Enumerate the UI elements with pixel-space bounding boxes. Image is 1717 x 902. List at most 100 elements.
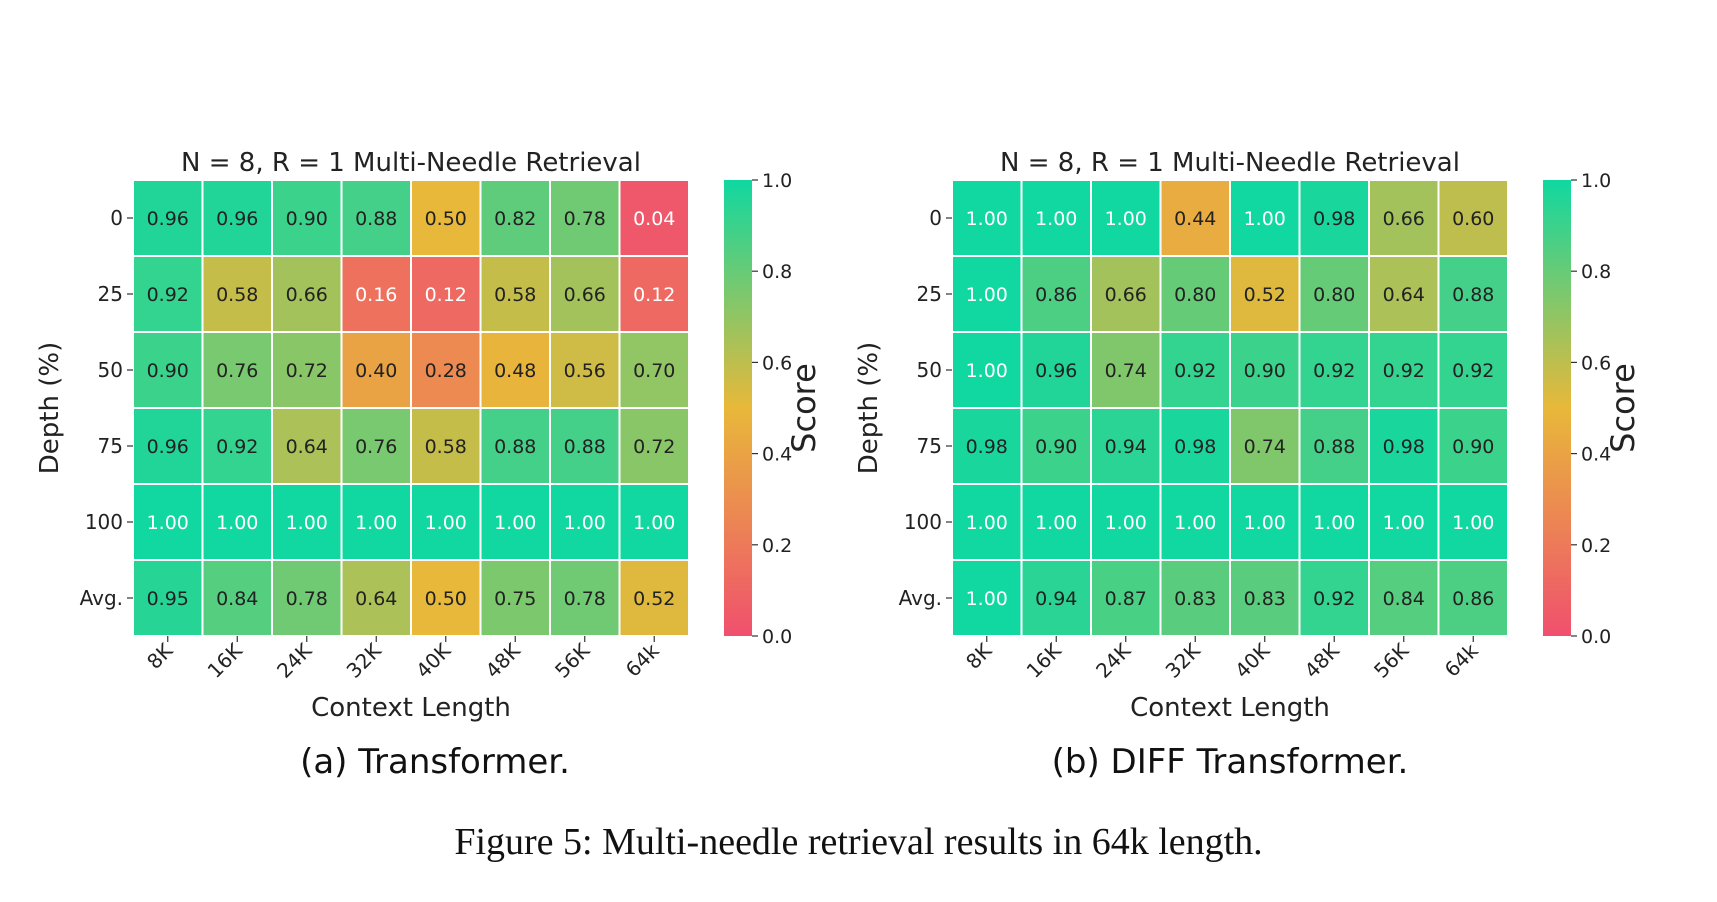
- cell-value-label: 1.00: [216, 512, 258, 534]
- heatmap-cell: [1229, 559, 1301, 637]
- cell-value-label: 0.98: [1383, 436, 1425, 458]
- heatmap-cell: [410, 483, 482, 561]
- cell-value-label: 0.96: [216, 208, 258, 230]
- y-tick-label: 0: [929, 206, 942, 230]
- x-tick-label: 64k: [621, 638, 664, 681]
- heatmap-cell: [340, 483, 412, 561]
- heatmap-cell: [340, 407, 412, 485]
- cell-value-label: 0.58: [216, 284, 258, 306]
- figure-canvas: N = 8, R = 1 Multi-Needle Retrieval 0.96 0…: [35, 148, 1642, 782]
- heatmap-cell: [618, 179, 690, 257]
- x-tick-label: 56K: [550, 638, 595, 683]
- colorbar-tick-label: 0.0: [1581, 626, 1611, 648]
- x-tick-label: 48K: [481, 638, 526, 683]
- x-tick-label: 64k: [1440, 638, 1483, 681]
- colorbar-tick-label: 0.0: [762, 626, 792, 648]
- x-tick-label: 24K: [272, 638, 317, 683]
- subfigure-caption: (b) DIFF Transformer.: [1052, 742, 1409, 782]
- colorbar: [1543, 180, 1571, 636]
- cell-value-label: 0.72: [633, 436, 675, 458]
- heatmap-cell: [479, 559, 551, 637]
- cell-value-label: 0.88: [1452, 284, 1494, 306]
- subfigure-caption: (a) Transformer.: [300, 742, 570, 782]
- cell-value-label: 0.90: [286, 208, 328, 230]
- cell-value-label: 0.64: [355, 588, 397, 610]
- cell-value-label: 0.50: [425, 208, 467, 230]
- y-tick-label: 25: [917, 282, 942, 306]
- cell-value-label: 0.64: [286, 436, 328, 458]
- x-tick-label: 40K: [1230, 638, 1275, 683]
- x-tick-label: 56K: [1369, 638, 1414, 683]
- cell-value-label: 0.86: [1452, 588, 1494, 610]
- cell-value-label: 1.00: [147, 512, 189, 534]
- cell-value-label: 0.90: [1035, 436, 1077, 458]
- cell-value-label: 0.40: [355, 360, 397, 382]
- heatmap-cell: [201, 559, 273, 637]
- cell-value-label: 0.98: [966, 436, 1008, 458]
- cell-value-label: 0.64: [1383, 284, 1425, 306]
- colorbar-tick-label: 0.4: [762, 444, 792, 466]
- cell-value-label: 0.88: [355, 208, 397, 230]
- heatmap-cell: [1437, 331, 1509, 409]
- cell-value-label: 0.92: [1383, 360, 1425, 382]
- cell-value-label: 0.58: [425, 436, 467, 458]
- cell-value-label: 0.95: [147, 588, 189, 610]
- heatmap-cell: [1020, 559, 1092, 637]
- x-tick-label: 8K: [961, 638, 997, 674]
- cell-value-label: 0.90: [1244, 360, 1286, 382]
- cell-value-label: 1.00: [1105, 208, 1147, 230]
- cell-value-label: 0.90: [147, 360, 189, 382]
- colorbar-tick-label: 0.8: [1581, 261, 1611, 283]
- heatmap-cell: [1090, 179, 1162, 257]
- cell-value-label: 0.70: [633, 360, 675, 382]
- cell-value-label: 0.66: [564, 284, 606, 306]
- cell-value-label: 0.96: [147, 208, 189, 230]
- x-axis-label: Context Length: [311, 693, 511, 723]
- cell-value-label: 1.00: [1244, 208, 1286, 230]
- y-tick-label: 25: [98, 282, 123, 306]
- heatmap-cell: [271, 331, 343, 409]
- cell-value-label: 0.58: [494, 284, 536, 306]
- cell-value-label: 1.00: [1244, 512, 1286, 534]
- heatmap-cell: [549, 559, 621, 637]
- colorbar: [724, 180, 752, 636]
- cell-value-label: 0.74: [1105, 360, 1147, 382]
- cell-value-label: 0.28: [425, 360, 467, 382]
- cell-value-label: 0.92: [1313, 360, 1355, 382]
- y-tick-label: 50: [98, 358, 123, 382]
- cell-value-label: 0.96: [147, 436, 189, 458]
- heatmap-cell: [1020, 255, 1092, 333]
- heatmap-cell: [410, 559, 482, 637]
- heatmap-cell: [1298, 179, 1370, 257]
- cell-value-label: 1.00: [966, 512, 1008, 534]
- cell-value-label: 0.60: [1452, 208, 1494, 230]
- y-tick-label: 100: [85, 510, 123, 534]
- cell-value-label: 0.92: [147, 284, 189, 306]
- colorbar-tick-label: 0.8: [762, 261, 792, 283]
- cell-value-label: 0.86: [1035, 284, 1077, 306]
- heatmap-cell: [479, 179, 551, 257]
- y-tick-label: 75: [98, 434, 123, 458]
- cell-value-label: 0.80: [1174, 284, 1216, 306]
- cell-value-label: 0.80: [1313, 284, 1355, 306]
- cell-value-label: 0.48: [494, 360, 536, 382]
- cell-value-label: 0.92: [216, 436, 258, 458]
- cell-value-label: 0.66: [1383, 208, 1425, 230]
- cell-value-label: 0.16: [355, 284, 397, 306]
- heatmap-panel-b: N = 8, R = 1 Multi-Needle Retrieval 1.00 1…: [854, 148, 1642, 782]
- heatmap-panel-a: N = 8, R = 1 Multi-Needle Retrieval 0.96 0…: [35, 148, 823, 782]
- cell-value-label: 0.84: [1383, 588, 1425, 610]
- cell-value-label: 0.88: [1313, 436, 1355, 458]
- heatmap-cell: [271, 407, 343, 485]
- cell-value-label: 0.44: [1174, 208, 1216, 230]
- figure-caption: Figure 5: Multi-needle retrieval results…: [454, 821, 1263, 863]
- heatmap-cell: [340, 255, 412, 333]
- heatmap-cell: [549, 407, 621, 485]
- chart-title: N = 8, R = 1 Multi-Needle Retrieval: [1000, 148, 1460, 178]
- colorbar-tick-label: 0.6: [1581, 352, 1611, 374]
- heatmap-cell: [618, 255, 690, 333]
- heatmap-cell: [951, 179, 1023, 257]
- cell-value-label: 0.76: [355, 436, 397, 458]
- colorbar-label: Score: [1604, 363, 1642, 453]
- cell-value-label: 0.12: [425, 284, 467, 306]
